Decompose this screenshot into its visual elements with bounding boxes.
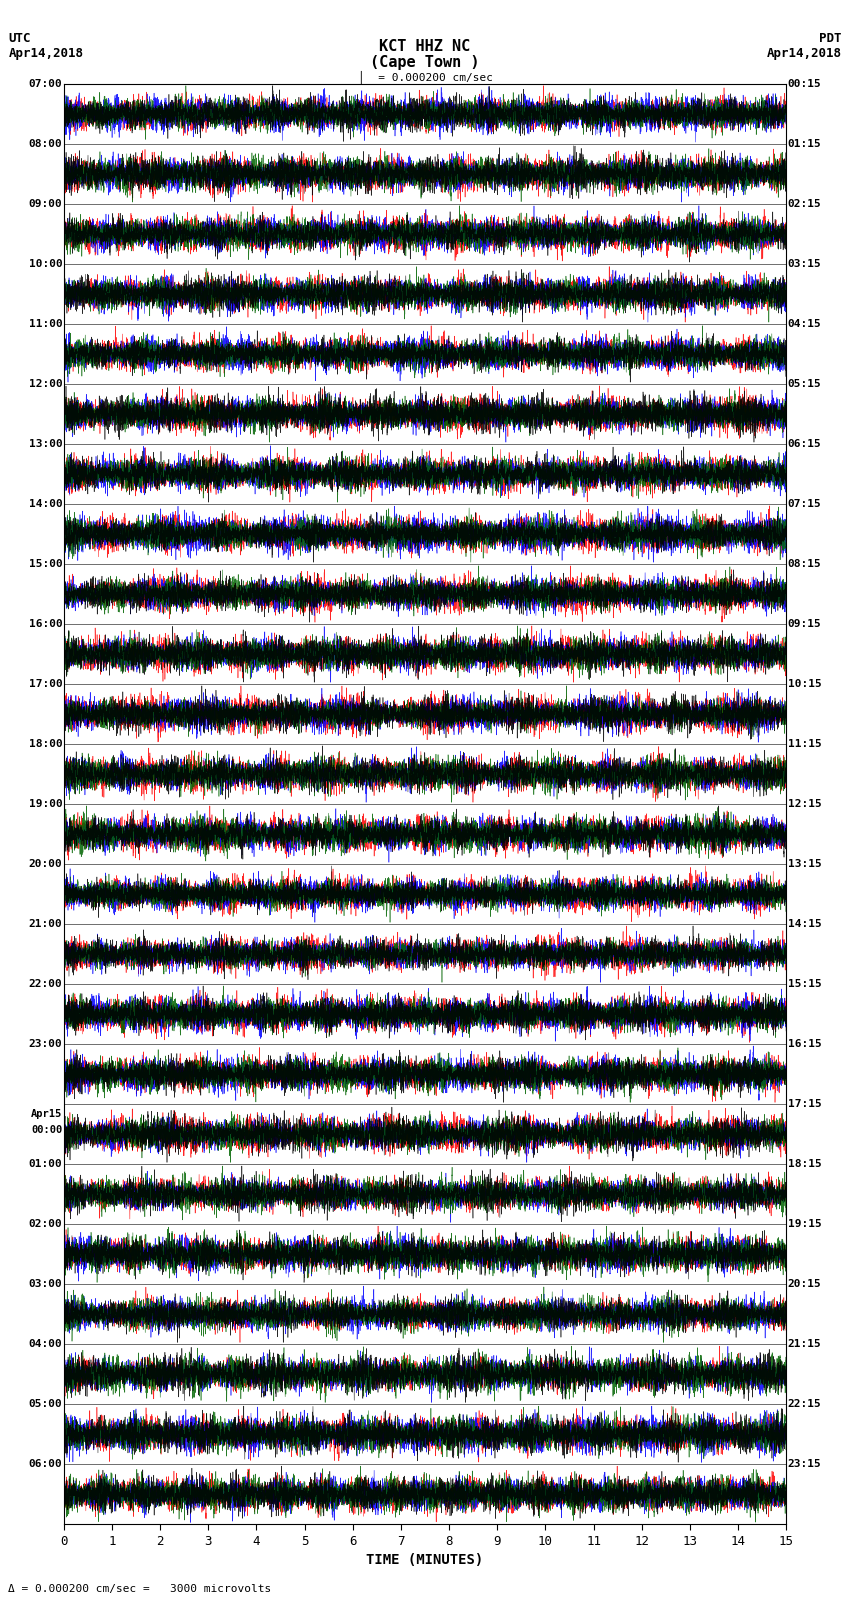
Text: 00:15: 00:15	[788, 79, 821, 89]
Text: 12:00: 12:00	[29, 379, 62, 389]
Text: 17:00: 17:00	[29, 679, 62, 689]
Text: 15:00: 15:00	[29, 560, 62, 569]
Text: 17:15: 17:15	[788, 1098, 821, 1110]
Text: 22:15: 22:15	[788, 1398, 821, 1410]
Text: 18:00: 18:00	[29, 739, 62, 748]
Text: 20:00: 20:00	[29, 860, 62, 869]
Text: 04:15: 04:15	[788, 319, 821, 329]
Text: 21:15: 21:15	[788, 1339, 821, 1348]
Text: │  = 0.000200 cm/sec: │ = 0.000200 cm/sec	[358, 71, 492, 84]
Text: Apr15: Apr15	[31, 1110, 62, 1119]
Text: 15:15: 15:15	[788, 979, 821, 989]
Text: KCT HHZ NC: KCT HHZ NC	[379, 39, 471, 53]
Text: 11:15: 11:15	[788, 739, 821, 748]
Text: 06:00: 06:00	[29, 1460, 62, 1469]
Text: 01:00: 01:00	[29, 1160, 62, 1169]
Text: 03:15: 03:15	[788, 260, 821, 269]
Text: 14:00: 14:00	[29, 498, 62, 510]
X-axis label: TIME (MINUTES): TIME (MINUTES)	[366, 1553, 484, 1568]
Text: 10:15: 10:15	[788, 679, 821, 689]
Text: 02:15: 02:15	[788, 198, 821, 210]
Text: Apr14,2018: Apr14,2018	[767, 47, 842, 60]
Text: 10:00: 10:00	[29, 260, 62, 269]
Text: 20:15: 20:15	[788, 1279, 821, 1289]
Text: 07:00: 07:00	[29, 79, 62, 89]
Text: UTC: UTC	[8, 32, 31, 45]
Text: 13:15: 13:15	[788, 860, 821, 869]
Text: 21:00: 21:00	[29, 919, 62, 929]
Text: 23:00: 23:00	[29, 1039, 62, 1048]
Text: 19:00: 19:00	[29, 798, 62, 810]
Text: 01:15: 01:15	[788, 139, 821, 148]
Text: 02:00: 02:00	[29, 1219, 62, 1229]
Text: 16:15: 16:15	[788, 1039, 821, 1048]
Text: (Cape Town ): (Cape Town )	[371, 55, 479, 69]
Text: 18:15: 18:15	[788, 1160, 821, 1169]
Text: 06:15: 06:15	[788, 439, 821, 448]
Text: 22:00: 22:00	[29, 979, 62, 989]
Text: 03:00: 03:00	[29, 1279, 62, 1289]
Text: 00:00: 00:00	[31, 1126, 62, 1136]
Text: PDT: PDT	[819, 32, 842, 45]
Text: 08:15: 08:15	[788, 560, 821, 569]
Text: 23:15: 23:15	[788, 1460, 821, 1469]
Text: 12:15: 12:15	[788, 798, 821, 810]
Text: 09:15: 09:15	[788, 619, 821, 629]
Text: 04:00: 04:00	[29, 1339, 62, 1348]
Text: 16:00: 16:00	[29, 619, 62, 629]
Text: 07:15: 07:15	[788, 498, 821, 510]
Text: 08:00: 08:00	[29, 139, 62, 148]
Text: 09:00: 09:00	[29, 198, 62, 210]
Text: Δ = 0.000200 cm/sec =   3000 microvolts: Δ = 0.000200 cm/sec = 3000 microvolts	[8, 1584, 272, 1594]
Text: 11:00: 11:00	[29, 319, 62, 329]
Text: 13:00: 13:00	[29, 439, 62, 448]
Text: 19:15: 19:15	[788, 1219, 821, 1229]
Text: Apr14,2018: Apr14,2018	[8, 47, 83, 60]
Text: 14:15: 14:15	[788, 919, 821, 929]
Text: 05:15: 05:15	[788, 379, 821, 389]
Text: 05:00: 05:00	[29, 1398, 62, 1410]
